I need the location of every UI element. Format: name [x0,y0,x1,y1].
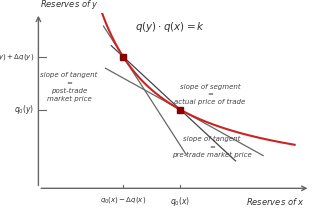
Text: Reserves of $x$: Reserves of $x$ [246,196,305,207]
Text: $q(y) \cdot q(x) = k$: $q(y) \cdot q(x) = k$ [135,19,205,34]
Text: $q_0(y)$: $q_0(y)$ [14,103,35,116]
Text: $q_0(y) + \Delta q(y)$: $q_0(y) + \Delta q(y)$ [0,52,35,62]
Text: slope of tangent
=
pre-trade market price: slope of tangent = pre-trade market pric… [172,136,252,158]
Text: $q_0(x) - \Delta q(x)$: $q_0(x) - \Delta q(x)$ [100,195,146,205]
Text: Reserves of $y$: Reserves of $y$ [40,0,99,11]
Text: slope of segment
=
actual price of trade: slope of segment = actual price of trade [174,84,245,105]
Text: slope of tangent
=
post-trade
market price: slope of tangent = post-trade market pri… [40,72,98,102]
Text: $q_0(x)$: $q_0(x)$ [170,195,190,208]
